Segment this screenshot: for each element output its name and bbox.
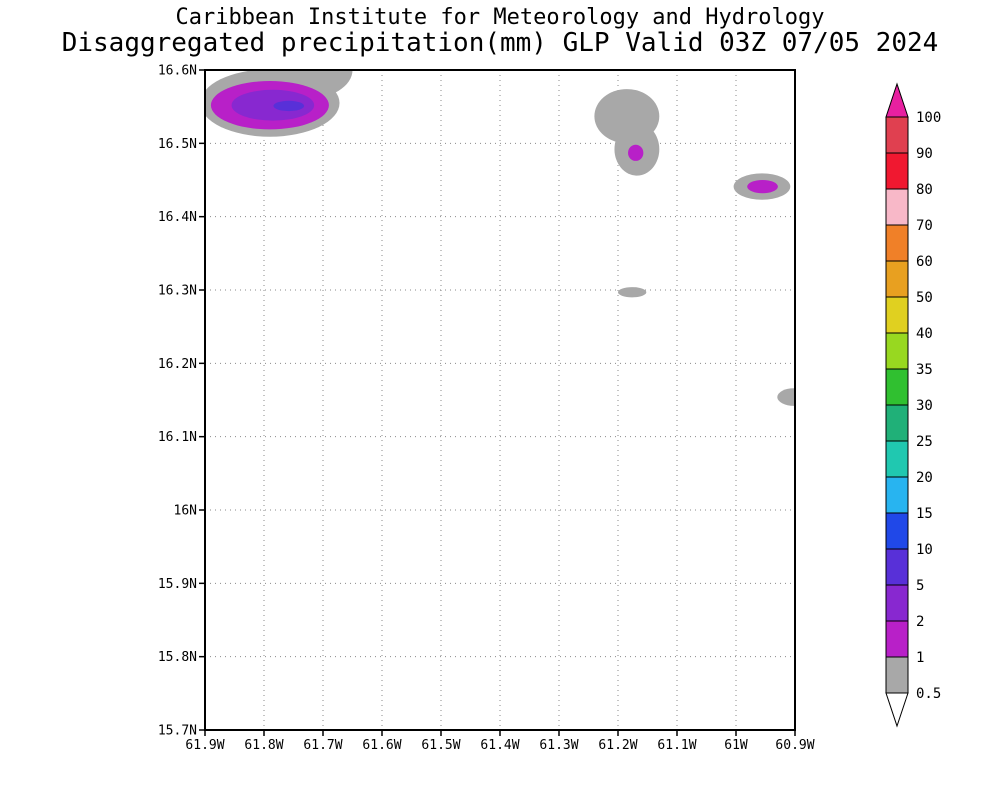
colorbar-label: 5 (916, 578, 924, 594)
y-axis-tick-label: 16.5N (158, 137, 197, 152)
chart-subtitle: Disaggregated precipitation(mm) GLP Vali… (61, 28, 939, 58)
colorbar-label: 35 (916, 362, 933, 378)
y-axis-tick-label: 15.8N (158, 650, 197, 665)
colorbar-segment (885, 476, 909, 514)
colorbar-label: 1 (916, 650, 924, 666)
x-axis-tick-label: 61.3W (539, 738, 578, 753)
colorbar-segment (885, 296, 909, 334)
colorbar-segment (885, 656, 909, 694)
colorbar-segment (885, 404, 909, 442)
x-axis-tick-label: 61.8W (244, 738, 283, 753)
chart-title: Caribbean Institute for Meteorology and … (175, 5, 825, 30)
colorbar-segment (885, 260, 909, 298)
x-axis-tick-label: 61.1W (657, 738, 696, 753)
x-axis-tick-label: 60.9W (775, 738, 814, 753)
colorbar-segment (885, 332, 909, 370)
x-axis-tick-label: 61W (724, 738, 748, 753)
colorbar-label: 100 (916, 110, 941, 126)
colorbar-segment (885, 368, 909, 406)
colorbar-segment (885, 440, 909, 478)
contour-east-edge-gray (777, 388, 795, 406)
contour-northwest-cell-2mm (231, 89, 315, 121)
colorbar-segment (885, 620, 909, 658)
x-axis-tick-label: 61.7W (303, 738, 342, 753)
x-axis-tick-label: 61.9W (185, 738, 224, 753)
y-axis-tick-label: 16.2N (158, 357, 197, 372)
colorbar-segment (885, 116, 909, 154)
colorbar-arrow-bottom (885, 692, 909, 728)
y-axis-tick-label: 16.3N (158, 284, 197, 299)
contour-north-central-cell-1mm (628, 144, 644, 161)
x-axis-tick-label: 61.6W (362, 738, 401, 753)
colorbar-label: 10 (916, 542, 933, 558)
colorbar-segment (885, 224, 909, 262)
x-axis-tick-label: 61.4W (480, 738, 519, 753)
y-axis-tick-label: 15.9N (158, 577, 197, 592)
colorbar-segment (885, 512, 909, 550)
colorbar-label: 40 (916, 326, 933, 342)
y-axis-tick-label: 16.4N (158, 210, 197, 225)
colorbar-label: 50 (916, 290, 933, 306)
colorbar-label: 90 (916, 146, 933, 162)
contour-central-speck-gray (618, 287, 647, 298)
colorbar-segment (885, 152, 909, 190)
contour-northeast-cell-1mm (747, 180, 778, 194)
x-axis-tick-label: 61.2W (598, 738, 637, 753)
y-axis-tick-label: 15.7N (158, 724, 197, 739)
colorbar-label: 80 (916, 182, 933, 198)
plot-frame (204, 69, 796, 731)
y-axis-tick-label: 16.1N (158, 430, 197, 445)
colorbar-label: 2 (916, 614, 924, 630)
colorbar-segment (885, 584, 909, 622)
colorbar-label: 30 (916, 398, 933, 414)
y-axis-tick-label: 16.6N (158, 64, 197, 79)
x-axis-tick-label: 61.5W (421, 738, 460, 753)
colorbar-label: 20 (916, 470, 933, 486)
colorbar-label: 60 (916, 254, 933, 270)
colorbar-segment (885, 548, 909, 586)
colorbar-label: 25 (916, 434, 933, 450)
precipitation-contours (205, 70, 795, 406)
colorbar-label: 70 (916, 218, 933, 234)
colorbar-segment (885, 188, 909, 226)
colorbar-label: 0.5 (916, 686, 941, 702)
contour-northwest-cell-5mm (273, 100, 305, 112)
colorbar-arrow-top (885, 82, 909, 118)
colorbar-label: 15 (916, 506, 933, 522)
y-axis-tick-label: 16N (174, 504, 197, 519)
